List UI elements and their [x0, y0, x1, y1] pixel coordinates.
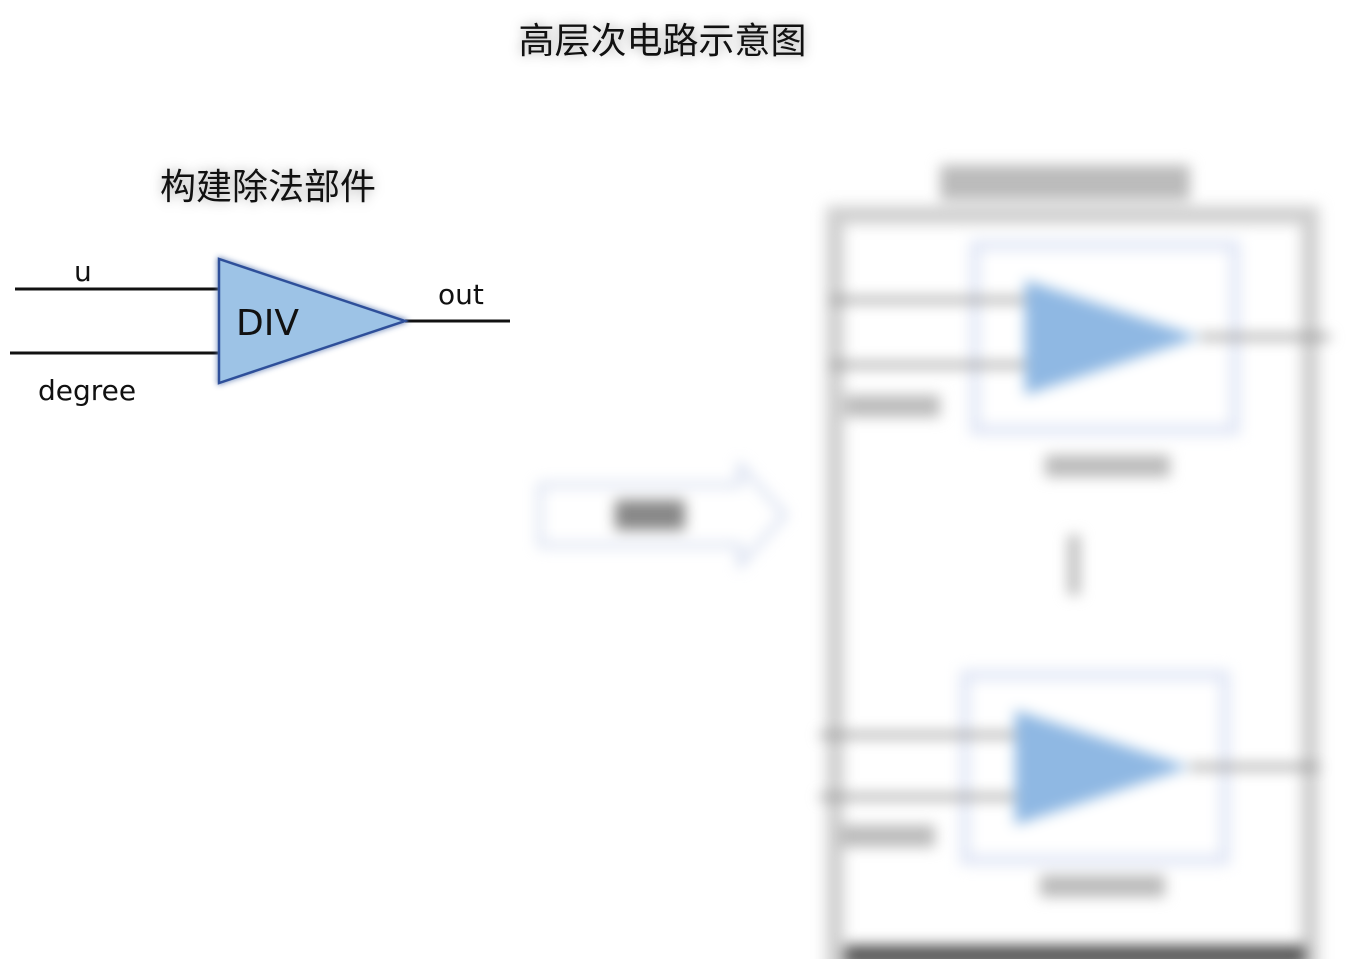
- input-label-degree: degree: [38, 374, 136, 407]
- divider-label: DIV: [236, 303, 299, 344]
- output-label-out: out: [438, 278, 484, 311]
- diagram-title: 高层次电路示意图: [518, 21, 807, 62]
- transform-arrow: [538, 459, 788, 571]
- divider-instance-n: [820, 670, 1320, 897]
- divider-triangle: [217, 257, 409, 385]
- divider-block: DIV u degree out: [10, 255, 510, 407]
- input-label-u: u: [74, 255, 92, 288]
- divider-array-module: [820, 165, 1330, 959]
- divider-heading: 构建除法部件: [160, 167, 377, 208]
- ellipsis-dots: [1068, 535, 1080, 595]
- divider-instance-1: [830, 240, 1330, 477]
